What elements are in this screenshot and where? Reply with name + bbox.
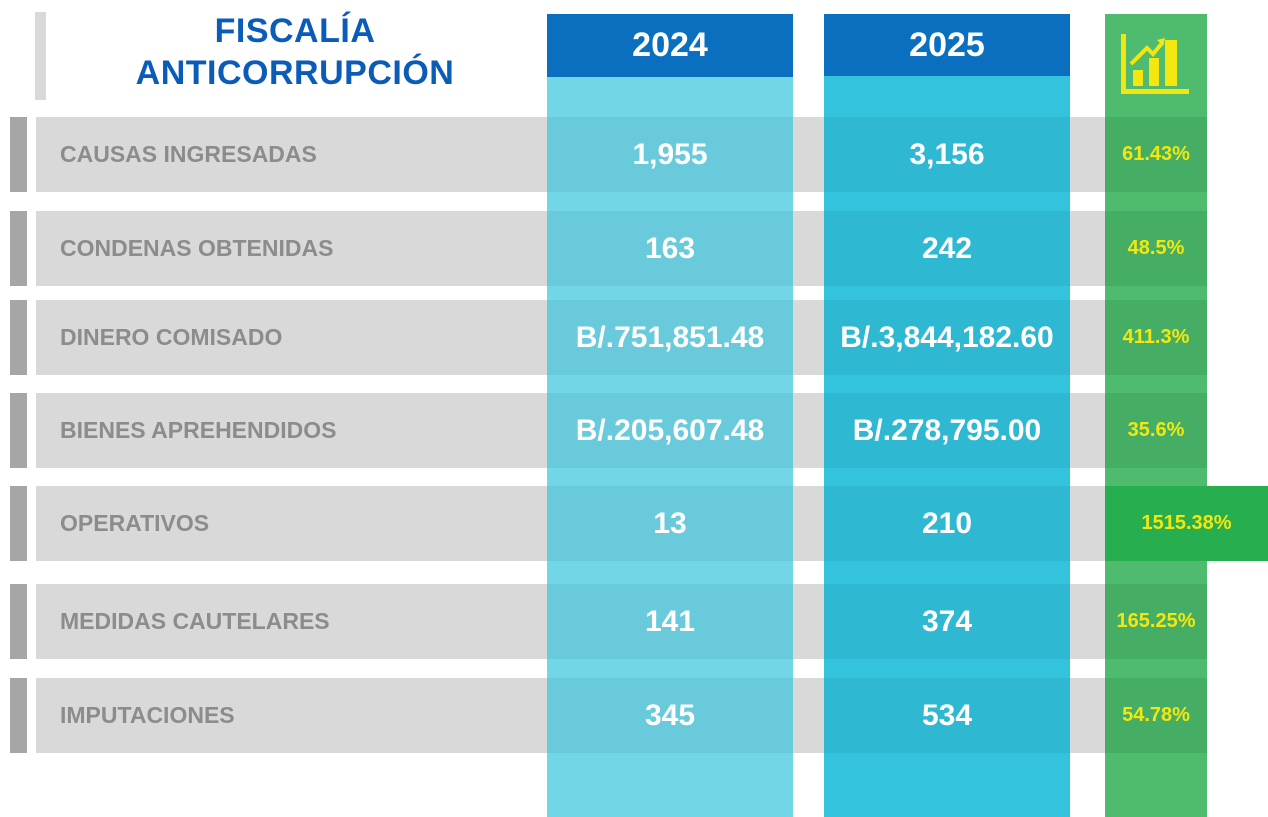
cell-change: 165.25% (1105, 584, 1207, 659)
cell-2025: B/.3,844,182.60 (824, 300, 1070, 375)
chart-icon-svg (1121, 34, 1189, 94)
cell-2024: 163 (547, 211, 793, 286)
cell-2024: B/.205,607.48 (547, 393, 793, 468)
row-tab (10, 486, 27, 561)
header-2024: 2024 (547, 14, 793, 77)
cell-change: 48.5% (1105, 211, 1207, 286)
row-label: DINERO COMISADO (60, 324, 283, 350)
column-2025 (824, 76, 1070, 817)
cell-2025: 242 (824, 211, 1070, 286)
title: FISCALÍA ANTICORRUPCIÓN (60, 10, 530, 94)
cell-change: 411.3% (1105, 300, 1207, 375)
row-label: CONDENAS OBTENIDAS (60, 235, 334, 261)
chart-icon (1117, 30, 1193, 98)
header-2025: 2025 (824, 14, 1070, 76)
cell-2025: 210 (824, 486, 1070, 561)
cell-2025: 534 (824, 678, 1070, 753)
cell-2025: 3,156 (824, 117, 1070, 192)
cell-2024: 141 (547, 584, 793, 659)
title-accent (35, 12, 46, 100)
cell-2024: 1,955 (547, 117, 793, 192)
row-label: OPERATIVOS (60, 510, 210, 536)
row-tab (10, 678, 27, 753)
row-label: IMPUTACIONES (60, 702, 235, 728)
row-tab (10, 300, 27, 375)
row-tab (10, 117, 27, 192)
cell-2024: 13 (547, 486, 793, 561)
cell-2025: B/.278,795.00 (824, 393, 1070, 468)
title-line: ANTICORRUPCIÓN (135, 54, 455, 92)
cell-change: 1515.38% (1105, 486, 1268, 561)
row-tab (10, 393, 27, 468)
title-line: FISCALÍA (214, 12, 376, 50)
cell-change: 35.6% (1105, 393, 1207, 468)
cell-2024: B/.751,851.48 (547, 300, 793, 375)
column-change (1105, 14, 1207, 817)
row-tab (10, 584, 27, 659)
row-label: MEDIDAS CAUTELARES (60, 608, 330, 634)
row-tab (10, 211, 27, 286)
cell-2025: 374 (824, 584, 1070, 659)
cell-2024: 345 (547, 678, 793, 753)
cell-change: 61.43% (1105, 117, 1207, 192)
cell-change: 54.78% (1105, 678, 1207, 753)
row-label: CAUSAS INGRESADAS (60, 141, 317, 167)
row-label: BIENES APREHENDIDOS (60, 417, 337, 443)
column-2024 (547, 77, 793, 817)
